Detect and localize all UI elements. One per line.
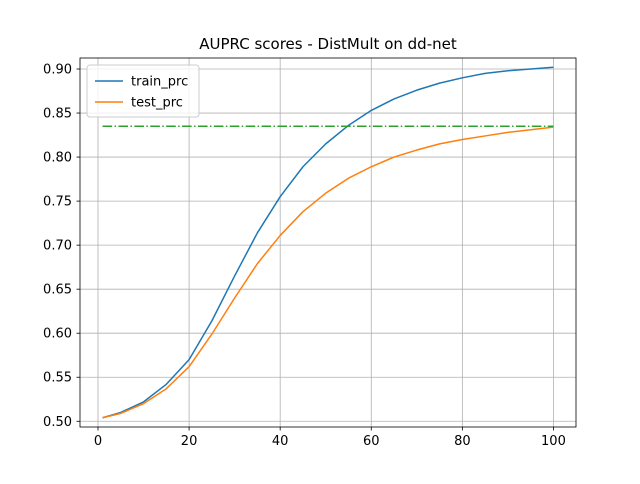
y-tick-label: 0.75 — [43, 195, 72, 210]
series-line-train_prc — [102, 66, 554, 419]
y-tick-label: 0.60 — [43, 327, 72, 342]
legend-box — [86, 64, 200, 118]
x-tick-label: 60 — [363, 434, 380, 449]
axes-layer: 0 20 40 60 80 100 0.50 0.55 0.60 0.65 0.70 0.75 0.80… — [43, 57, 577, 449]
legend-label-train_prc: train_prc — [131, 75, 188, 90]
chart-title: AUPRC scores - DistMult on dd-net — [199, 35, 457, 53]
x-tick-label: 80 — [454, 434, 471, 449]
y-tick-label: 0.65 — [43, 283, 72, 298]
legend: train_prc test_prc — [86, 64, 200, 118]
x-tick-label: 20 — [181, 434, 198, 449]
y-tick-label: 0.50 — [43, 415, 72, 430]
x-tick-label: 100 — [541, 434, 566, 449]
grid-layer — [80, 58, 576, 427]
y-tick-label: 0.80 — [43, 151, 72, 166]
series-layer — [102, 66, 554, 419]
legend-label-test_prc: test_prc — [131, 96, 183, 111]
x-tick-label: 0 — [94, 434, 102, 449]
y-tick-label: 0.70 — [43, 239, 72, 254]
y-tick-label: 0.55 — [43, 371, 72, 386]
y-tick-label: 0.90 — [43, 63, 72, 78]
series-line-test_prc — [102, 126, 554, 419]
y-tick-label: 0.85 — [43, 107, 72, 122]
x-tick-label: 40 — [272, 434, 289, 449]
plot-frame — [79, 57, 577, 428]
